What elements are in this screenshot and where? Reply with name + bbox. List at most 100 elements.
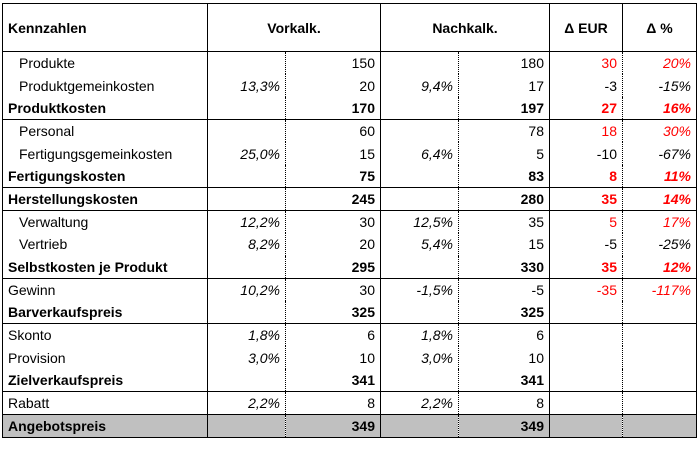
- delta-pct: -15%: [622, 74, 697, 97]
- delta-eur: [549, 414, 623, 438]
- table-row: Selbstkosten je Produkt 295 330 35 12%: [2, 255, 697, 279]
- row-label: Zielverkaufspreis: [2, 369, 208, 393]
- row-label: Personal: [2, 119, 208, 143]
- row-label: Herstellungskosten: [2, 187, 208, 211]
- vorkalk-pct: [207, 255, 286, 279]
- delta-eur: [549, 391, 623, 415]
- nachkalk-pct: [380, 414, 459, 438]
- nachkalk-value: 35: [458, 210, 550, 233]
- delta-eur: 18: [549, 119, 623, 143]
- nachkalk-value: 349: [458, 414, 550, 438]
- vorkalk-pct: 25,0%: [207, 142, 286, 165]
- delta-eur: [549, 346, 623, 370]
- delta-eur: [549, 301, 623, 325]
- nachkalk-value: 280: [458, 187, 550, 211]
- delta-eur: 35: [549, 255, 623, 279]
- delta-eur: 8: [549, 164, 623, 189]
- table-row-total: Angebotspreis 349 349: [2, 414, 697, 438]
- delta-eur: -3: [549, 74, 623, 97]
- vorkalk-value: 30: [285, 210, 381, 233]
- header-row: Kennzahlen Vorkalk. Nachkalk. Δ EUR Δ %: [2, 3, 697, 52]
- vorkalk-pct: 10,2%: [207, 278, 286, 302]
- row-label: Rabatt: [2, 391, 208, 415]
- delta-eur: [549, 369, 623, 393]
- nachkalk-pct: [380, 51, 459, 75]
- table-row: Gewinn 10,2% 30 -1,5% -5 -35 -117%: [2, 278, 697, 302]
- header-kennzahlen: Kennzahlen: [2, 3, 208, 52]
- nachkalk-pct: 12,5%: [380, 210, 459, 233]
- vorkalk-pct: [207, 51, 286, 75]
- table-row: Barverkaufspreis 325 325: [2, 301, 697, 325]
- nachkalk-value: 83: [458, 164, 550, 189]
- table-row: Produktgemeinkosten 13,3% 20 9,4% 17 -3 …: [2, 74, 697, 97]
- nachkalk-pct: 6,4%: [380, 142, 459, 165]
- vorkalk-pct: [207, 301, 286, 325]
- nachkalk-value: 325: [458, 301, 550, 325]
- delta-eur: -35: [549, 278, 623, 302]
- nachkalk-pct: [380, 369, 459, 393]
- vorkalk-value: 295: [285, 255, 381, 279]
- delta-pct: [622, 414, 697, 438]
- vorkalk-pct: [207, 414, 286, 438]
- table-row: Fertigungsgemeinkosten 25,0% 15 6,4% 5 -…: [2, 142, 697, 165]
- delta-eur: 27: [549, 96, 623, 121]
- delta-eur: -10: [549, 142, 623, 165]
- table-row: Provision 3,0% 10 3,0% 10: [2, 346, 697, 370]
- row-label: Skonto: [2, 323, 208, 347]
- nachkalk-pct: -1,5%: [380, 278, 459, 302]
- vorkalk-value: 60: [285, 119, 381, 143]
- vorkalk-value: 8: [285, 391, 381, 415]
- row-label: Angebotspreis: [2, 414, 208, 438]
- delta-pct: -67%: [622, 142, 697, 165]
- row-label: Vertrieb: [2, 233, 208, 256]
- vorkalk-pct: 2,2%: [207, 391, 286, 415]
- vorkalk-pct: 13,3%: [207, 74, 286, 97]
- delta-pct: 12%: [622, 255, 697, 279]
- vorkalk-pct: [207, 119, 286, 143]
- table-row: Produkte 150 180 30 20%: [2, 51, 697, 75]
- nachkalk-pct: [380, 301, 459, 325]
- header-delta-pct: Δ %: [622, 3, 697, 52]
- nachkalk-value: 15: [458, 233, 550, 256]
- nachkalk-value: 341: [458, 369, 550, 393]
- row-label: Selbstkosten je Produkt: [2, 255, 208, 279]
- table-row: Produktkosten 170 197 27 16%: [2, 96, 697, 121]
- vorkalk-value: 75: [285, 164, 381, 189]
- nachkalk-pct: [380, 164, 459, 189]
- vorkalk-pct: [207, 96, 286, 121]
- vorkalk-value: 20: [285, 233, 381, 256]
- vorkalk-value: 10: [285, 346, 381, 370]
- table-row: Verwaltung 12,2% 30 12,5% 35 5 17%: [2, 210, 697, 233]
- delta-pct: 11%: [622, 164, 697, 189]
- kennzahlen-table: Kennzahlen Vorkalk. Nachkalk. Δ EUR Δ % …: [2, 3, 697, 438]
- nachkalk-value: 10: [458, 346, 550, 370]
- header-delta-eur: Δ EUR: [549, 3, 623, 52]
- table-row: Personal 60 78 18 30%: [2, 119, 697, 143]
- vorkalk-pct: [207, 164, 286, 189]
- vorkalk-value: 15: [285, 142, 381, 165]
- vorkalk-value: 30: [285, 278, 381, 302]
- nachkalk-pct: 5,4%: [380, 233, 459, 256]
- delta-pct: 17%: [622, 210, 697, 233]
- vorkalk-value: 6: [285, 323, 381, 347]
- nachkalk-pct: 2,2%: [380, 391, 459, 415]
- row-label: Produkte: [2, 51, 208, 75]
- delta-pct: 14%: [622, 187, 697, 211]
- row-label: Produktkosten: [2, 96, 208, 121]
- row-label: Fertigungskosten: [2, 164, 208, 189]
- delta-pct: [622, 323, 697, 347]
- nachkalk-value: 6: [458, 323, 550, 347]
- table-row: Rabatt 2,2% 8 2,2% 8: [2, 391, 697, 415]
- nachkalk-value: 17: [458, 74, 550, 97]
- delta-pct: -25%: [622, 233, 697, 256]
- delta-pct: 16%: [622, 96, 697, 121]
- header-nachkalk: Nachkalk.: [380, 3, 550, 52]
- delta-pct: 20%: [622, 51, 697, 75]
- vorkalk-pct: 12,2%: [207, 210, 286, 233]
- nachkalk-pct: 1,8%: [380, 323, 459, 347]
- nachkalk-value: -5: [458, 278, 550, 302]
- vorkalk-pct: 3,0%: [207, 346, 286, 370]
- row-label: Provision: [2, 346, 208, 370]
- delta-pct: 30%: [622, 119, 697, 143]
- vorkalk-pct: [207, 187, 286, 211]
